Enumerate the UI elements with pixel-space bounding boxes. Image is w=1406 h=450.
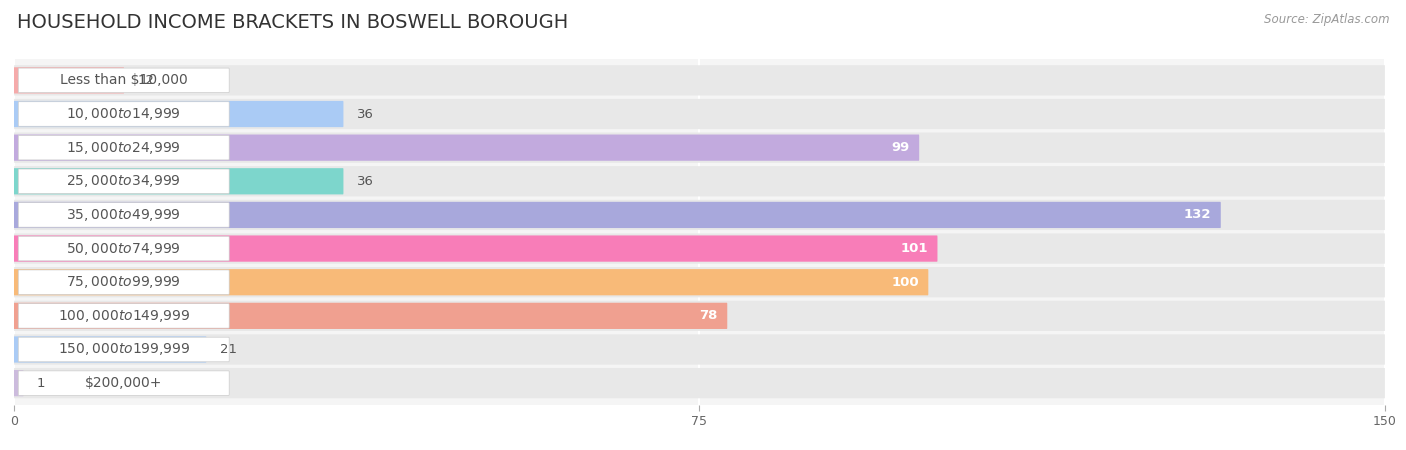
FancyBboxPatch shape xyxy=(18,270,229,294)
FancyBboxPatch shape xyxy=(14,99,1385,129)
FancyBboxPatch shape xyxy=(14,368,1385,398)
Text: $25,000 to $34,999: $25,000 to $34,999 xyxy=(66,173,181,189)
FancyBboxPatch shape xyxy=(14,135,920,161)
Text: Less than $10,000: Less than $10,000 xyxy=(60,73,187,87)
Text: 99: 99 xyxy=(891,141,910,154)
FancyBboxPatch shape xyxy=(18,169,229,194)
Text: 12: 12 xyxy=(138,74,155,87)
FancyBboxPatch shape xyxy=(14,370,24,396)
FancyBboxPatch shape xyxy=(14,168,343,194)
Text: $35,000 to $49,999: $35,000 to $49,999 xyxy=(66,207,181,223)
FancyBboxPatch shape xyxy=(18,337,229,362)
FancyBboxPatch shape xyxy=(18,102,229,126)
FancyBboxPatch shape xyxy=(14,303,727,329)
FancyBboxPatch shape xyxy=(14,67,124,94)
Text: 36: 36 xyxy=(357,108,374,121)
FancyBboxPatch shape xyxy=(14,234,1385,264)
FancyBboxPatch shape xyxy=(18,68,229,93)
FancyBboxPatch shape xyxy=(14,235,938,262)
FancyBboxPatch shape xyxy=(14,65,1385,95)
Text: $50,000 to $74,999: $50,000 to $74,999 xyxy=(66,241,181,256)
Text: 78: 78 xyxy=(699,309,718,322)
FancyBboxPatch shape xyxy=(14,301,1385,331)
FancyBboxPatch shape xyxy=(18,202,229,227)
FancyBboxPatch shape xyxy=(18,304,229,328)
Text: 1: 1 xyxy=(37,377,45,390)
Text: $200,000+: $200,000+ xyxy=(84,376,163,390)
Text: $15,000 to $24,999: $15,000 to $24,999 xyxy=(66,140,181,156)
FancyBboxPatch shape xyxy=(14,132,1385,163)
FancyBboxPatch shape xyxy=(18,135,229,160)
Text: $10,000 to $14,999: $10,000 to $14,999 xyxy=(66,106,181,122)
FancyBboxPatch shape xyxy=(14,336,207,363)
Text: $75,000 to $99,999: $75,000 to $99,999 xyxy=(66,274,181,290)
FancyBboxPatch shape xyxy=(14,101,343,127)
FancyBboxPatch shape xyxy=(14,200,1385,230)
Text: $150,000 to $199,999: $150,000 to $199,999 xyxy=(58,342,190,357)
FancyBboxPatch shape xyxy=(18,371,229,396)
Text: HOUSEHOLD INCOME BRACKETS IN BOSWELL BOROUGH: HOUSEHOLD INCOME BRACKETS IN BOSWELL BOR… xyxy=(17,14,568,32)
Text: 100: 100 xyxy=(891,276,920,289)
FancyBboxPatch shape xyxy=(14,269,928,295)
Text: 21: 21 xyxy=(219,343,236,356)
FancyBboxPatch shape xyxy=(18,236,229,261)
FancyBboxPatch shape xyxy=(14,202,1220,228)
FancyBboxPatch shape xyxy=(14,166,1385,197)
Text: 132: 132 xyxy=(1184,208,1212,221)
Text: Source: ZipAtlas.com: Source: ZipAtlas.com xyxy=(1264,14,1389,27)
Text: $100,000 to $149,999: $100,000 to $149,999 xyxy=(58,308,190,324)
FancyBboxPatch shape xyxy=(14,334,1385,365)
Text: 101: 101 xyxy=(900,242,928,255)
Text: 36: 36 xyxy=(357,175,374,188)
FancyBboxPatch shape xyxy=(14,267,1385,297)
